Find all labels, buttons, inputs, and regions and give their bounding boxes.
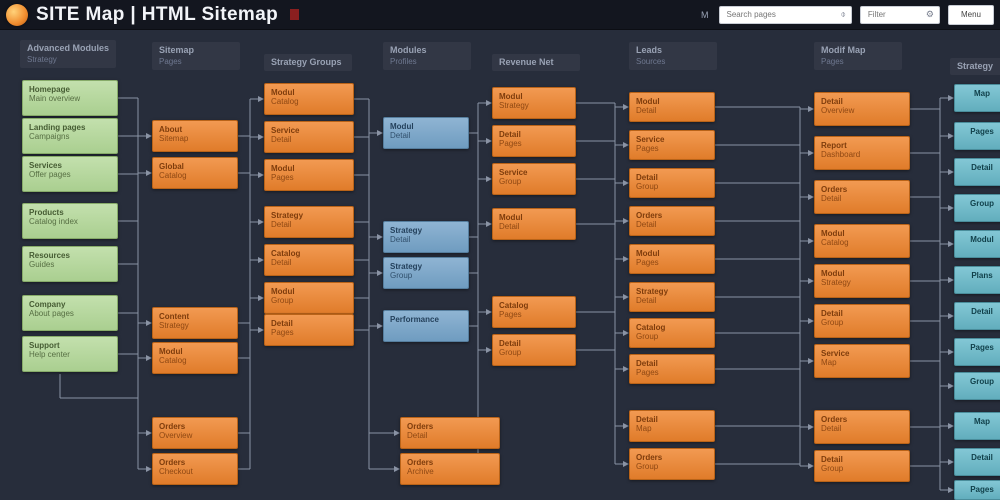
mode-badge: M — [701, 9, 709, 20]
column-header: Strategy Groups — [264, 54, 352, 71]
sitemap-node[interactable]: Orders Detail — [814, 180, 910, 214]
sitemap-node[interactable]: Resources Guides — [22, 246, 118, 282]
sitemap-node[interactable]: Service Map — [814, 344, 910, 378]
sitemap-node[interactable]: Performance — [383, 310, 469, 342]
sitemap-node[interactable]: Detail — [954, 158, 1000, 186]
column-header: Advanced Modules Strategy — [20, 40, 117, 68]
sitemap-node[interactable]: Detail Overview — [814, 92, 910, 126]
sitemap-node[interactable]: Strategy Group — [383, 257, 469, 289]
page-title: SITE Map | HTML Sitemap — [36, 3, 279, 25]
menu-button[interactable]: Menu — [947, 4, 994, 25]
column-header: Strategy — [950, 58, 1000, 75]
column-header: Leads Sources — [629, 42, 717, 70]
sitemap-node[interactable]: Catalog Group — [629, 318, 715, 348]
filter-input[interactable] — [865, 9, 922, 20]
sitemap-node[interactable]: Catalog Detail — [264, 244, 354, 276]
sitemap-node[interactable]: Detail Map — [629, 410, 715, 442]
sitemap-node[interactable]: Modul Pages — [264, 159, 354, 191]
sitemap-node[interactable]: Strategy Detail — [629, 282, 715, 312]
sitemap-node[interactable]: Content Strategy — [152, 307, 238, 339]
flag-icon — [290, 9, 300, 20]
sitemap-node[interactable]: Orders Overview — [152, 417, 238, 449]
sitemap-node[interactable]: Modul Strategy — [814, 264, 910, 298]
sitemap-node[interactable]: Company About pages — [22, 295, 118, 331]
sitemap-node[interactable]: Orders Group — [629, 448, 715, 480]
sitemap-node[interactable]: Detail Group — [629, 168, 715, 198]
sitemap-node[interactable]: Modul Detail — [383, 117, 469, 149]
sitemap-node[interactable]: Services Offer pages — [22, 156, 118, 192]
sitemap-node[interactable]: Detail Pages — [264, 314, 354, 346]
search-icon[interactable]: ⌽ — [840, 9, 846, 19]
sitemap-node[interactable]: Products Catalog index — [22, 203, 118, 239]
sitemap-node[interactable]: Detail — [954, 448, 1000, 476]
gear-icon[interactable]: ⚙ — [925, 9, 934, 19]
sitemap-node[interactable]: Modul Strategy — [492, 87, 576, 119]
app-logo-icon — [6, 3, 28, 26]
search-input[interactable] — [724, 9, 837, 20]
sitemap-node[interactable]: Pages — [954, 480, 1000, 500]
sitemap-node[interactable]: Orders Detail — [629, 206, 715, 236]
column-header: Sitemap Pages — [152, 42, 240, 70]
sitemap-node[interactable]: Catalog Pages — [492, 296, 576, 328]
search-box: ⌽ — [718, 5, 852, 24]
sitemap-node[interactable]: Orders Archive — [400, 453, 500, 485]
sitemap-node[interactable]: Orders Detail — [814, 410, 910, 444]
sitemap-node[interactable]: Plans — [954, 266, 1000, 294]
sitemap-node[interactable]: Orders Checkout — [152, 453, 238, 485]
column-header: Modif Map Pages — [814, 42, 902, 70]
sitemap-node[interactable]: Modul — [954, 230, 1000, 258]
sitemap-node[interactable]: Report Dashboard — [814, 136, 910, 170]
sitemap-node[interactable]: Strategy Detail — [264, 206, 354, 238]
sitemap-node[interactable]: About Sitemap — [152, 120, 238, 152]
sitemap-node[interactable]: Modul Pages — [629, 244, 715, 274]
sitemap-node[interactable]: Service Group — [492, 163, 576, 195]
sitemap-node[interactable]: Group — [954, 372, 1000, 400]
sitemap-node[interactable]: Modul Detail — [492, 208, 576, 240]
sitemap-node[interactable]: Orders Detail — [400, 417, 500, 449]
sitemap-node[interactable]: Map — [954, 84, 1000, 112]
column-header: Revenue Net — [492, 54, 580, 71]
sitemap-node[interactable]: Service Pages — [629, 130, 715, 160]
sitemap-node[interactable]: Map — [954, 412, 1000, 440]
sitemap-node[interactable]: Pages — [954, 122, 1000, 150]
sitemap-node[interactable]: Detail Group — [492, 334, 576, 366]
sitemap-node[interactable]: Strategy Detail — [383, 221, 469, 253]
sitemap-node[interactable]: Detail — [954, 302, 1000, 330]
filter-box: ⚙ — [859, 5, 940, 24]
column-header: Modules Profiles — [383, 42, 471, 70]
sitemap-node[interactable]: Modul Catalog — [814, 224, 910, 258]
sitemap-node[interactable]: Modul Catalog — [152, 342, 238, 374]
sitemap-node[interactable]: Group — [954, 194, 1000, 222]
sitemap-node[interactable]: Detail Pages — [629, 354, 715, 384]
sitemap-node[interactable]: Pages — [954, 338, 1000, 366]
sitemap-node[interactable]: Modul Detail — [629, 92, 715, 122]
sitemap-node[interactable]: Detail Group — [814, 450, 910, 482]
sitemap-node[interactable]: Modul Group — [264, 282, 354, 314]
sitemap-node[interactable]: Modul Catalog — [264, 83, 354, 115]
sitemap-node[interactable]: Landing pages Campaigns — [22, 118, 118, 154]
sitemap-node[interactable]: Global Catalog — [152, 157, 238, 189]
top-bar: SITE Map | HTML Sitemap M ⌽ ⚙ Menu — [0, 0, 1000, 30]
sitemap-node[interactable]: Support Help center — [22, 336, 118, 372]
sitemap-node[interactable]: Detail Group — [814, 304, 910, 338]
sitemap-node[interactable]: Homepage Main overview — [22, 80, 118, 116]
sitemap-node[interactable]: Service Detail — [264, 121, 354, 153]
sitemap-node[interactable]: Detail Pages — [492, 125, 576, 157]
